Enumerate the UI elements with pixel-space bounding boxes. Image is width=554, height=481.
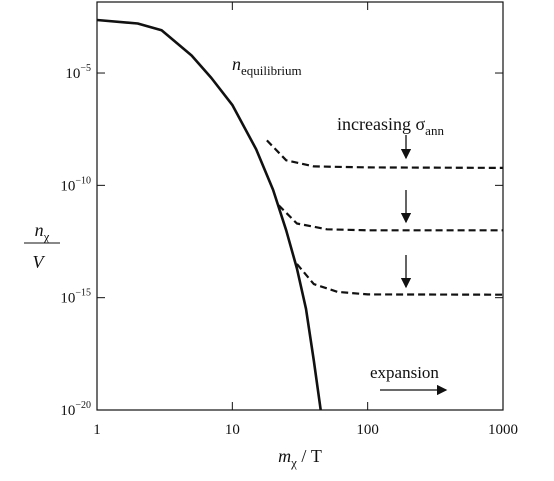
y-tick-label: 10−20	[60, 400, 91, 419]
y-tick-label: 10−5	[65, 63, 91, 82]
annotation: expansion	[370, 363, 439, 382]
annotation-main: increasing σ	[337, 114, 425, 134]
x-tick-label: 1000	[488, 422, 518, 438]
y-axis-label: nχ	[35, 220, 50, 244]
x-tick-label: 100	[356, 422, 379, 438]
curve-label: nequilibrium	[232, 54, 302, 78]
x-tick-label: 10	[225, 422, 240, 438]
x-axis-label-after: / T	[297, 446, 322, 466]
y-axis-label-main: n	[35, 220, 44, 240]
plot-frame	[96, 1, 504, 411]
x-tick-label: 1	[93, 422, 101, 438]
line-series	[296, 263, 504, 296]
x-axis-label-main: m	[278, 446, 291, 466]
y-tick-label: 10−10	[60, 175, 91, 194]
curve-label-sub: equilibrium	[241, 63, 302, 78]
x-axis-label: mχ / T	[278, 446, 322, 470]
y-axis-label-sub: χ	[43, 229, 50, 244]
curve-label-main: n	[232, 54, 241, 74]
y-tick-label: 10−15	[60, 288, 91, 307]
line-series	[266, 139, 504, 169]
annotation-sub: ann	[425, 123, 444, 138]
x-axis-label-sub: χ	[290, 455, 297, 470]
line-series	[96, 18, 322, 411]
line-series	[277, 204, 503, 232]
y-axis-label: V	[33, 252, 46, 272]
annotation: increasing σann	[337, 114, 444, 138]
